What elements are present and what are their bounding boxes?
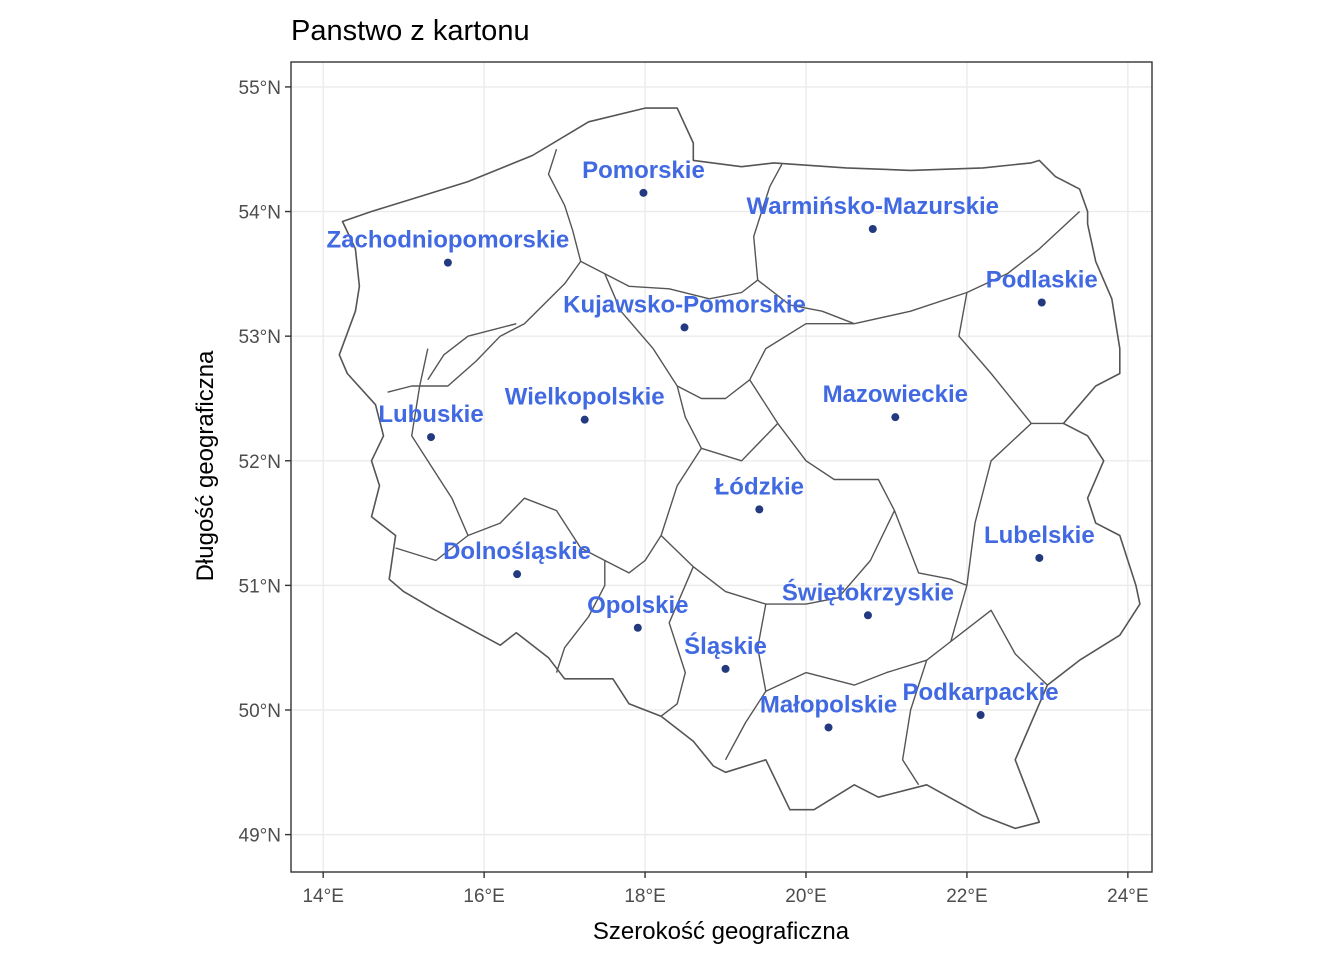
region-border xyxy=(958,292,1064,425)
region-centroids xyxy=(427,188,1046,732)
x-axis-title: Szerokość geograficzna xyxy=(593,918,850,945)
region-label: Wielkopolskie xyxy=(505,384,665,411)
y-tick-label: 52°N xyxy=(239,452,281,473)
region-border xyxy=(411,348,469,536)
region-border xyxy=(854,210,1081,325)
region-centroid-point xyxy=(639,188,648,197)
region-label: Lubuskie xyxy=(378,401,483,428)
region-centroid-point xyxy=(721,664,730,673)
region-border xyxy=(387,148,582,393)
region-label: Pomorskie xyxy=(582,157,705,184)
region-centroid-point xyxy=(824,723,833,732)
region-border xyxy=(604,273,855,400)
region-borders xyxy=(338,107,1141,830)
x-tick-label: 22°E xyxy=(946,886,987,907)
x-axis-ticks: 14°E 16°E 18°E 20°E 22°E 24°E xyxy=(302,872,1149,907)
region-label: Śląskie xyxy=(684,632,767,660)
region-label: Łódzkie xyxy=(715,473,804,500)
region-label: Kujawsko-Pomorskie xyxy=(563,291,806,318)
y-tick-label: 53°N xyxy=(239,327,281,348)
x-tick-label: 14°E xyxy=(302,886,343,907)
x-tick-label: 16°E xyxy=(463,886,504,907)
region-centroid-point xyxy=(680,323,689,332)
region-border xyxy=(555,560,606,673)
region-border xyxy=(901,659,928,786)
region-border xyxy=(660,566,694,717)
region-centroid-point xyxy=(1037,298,1046,307)
region-border xyxy=(580,260,855,325)
region-label: Świętokrzyskie xyxy=(782,578,954,606)
region-centroid-point xyxy=(443,258,452,267)
plot-panel-frame xyxy=(290,61,1153,873)
region-label: Warmińsko-Mazurskie xyxy=(747,193,1000,220)
country-outline xyxy=(338,107,1141,830)
region-label: Mazowieckie xyxy=(823,381,968,408)
region-centroid-point xyxy=(863,611,872,620)
region-centroid-point xyxy=(755,505,764,514)
y-tick-label: 50°N xyxy=(239,701,281,722)
region-centroid-point xyxy=(427,433,436,442)
region-label: Podkarpackie xyxy=(903,679,1059,706)
region-border xyxy=(749,379,1032,587)
grid-lines xyxy=(291,62,1152,872)
region-border xyxy=(753,163,783,281)
region-label: Zachodniopomorskie xyxy=(327,227,570,254)
y-axis-title: Długość geograficzna xyxy=(192,350,219,581)
x-tick-label: 24°E xyxy=(1107,886,1148,907)
region-border xyxy=(660,510,896,605)
region-centroid-point xyxy=(580,415,589,424)
plot-title: Panstwo z kartonu xyxy=(291,15,530,47)
region-centroid-point xyxy=(513,570,522,579)
region-centroid-point xyxy=(633,623,642,632)
region-centroid-point xyxy=(891,413,900,422)
region-border xyxy=(427,323,517,381)
region-centroid-point xyxy=(868,224,877,233)
region-label: Małopolskie xyxy=(760,691,897,718)
y-tick-label: 55°N xyxy=(239,78,281,99)
y-tick-label: 54°N xyxy=(239,203,281,224)
region-label: Dolnośląskie xyxy=(443,538,591,565)
region-centroid-point xyxy=(1035,553,1044,562)
region-border xyxy=(724,603,767,761)
region-border xyxy=(950,609,1048,686)
region-label: Podlaskie xyxy=(986,267,1098,294)
y-tick-label: 51°N xyxy=(239,576,281,597)
x-tick-label: 20°E xyxy=(785,886,826,907)
region-label: Lubelskie xyxy=(984,522,1095,549)
y-axis-ticks: 49°N 50°N 51°N 52°N 53°N 54°N 55°N xyxy=(239,78,291,847)
region-labels: Pomorskie Warmińsko-Mazurskie Zachodniopom… xyxy=(327,157,1098,719)
region-label: Opolskie xyxy=(587,592,688,619)
region-centroid-point xyxy=(976,710,985,719)
x-tick-label: 18°E xyxy=(624,886,665,907)
y-tick-label: 49°N xyxy=(239,826,281,847)
